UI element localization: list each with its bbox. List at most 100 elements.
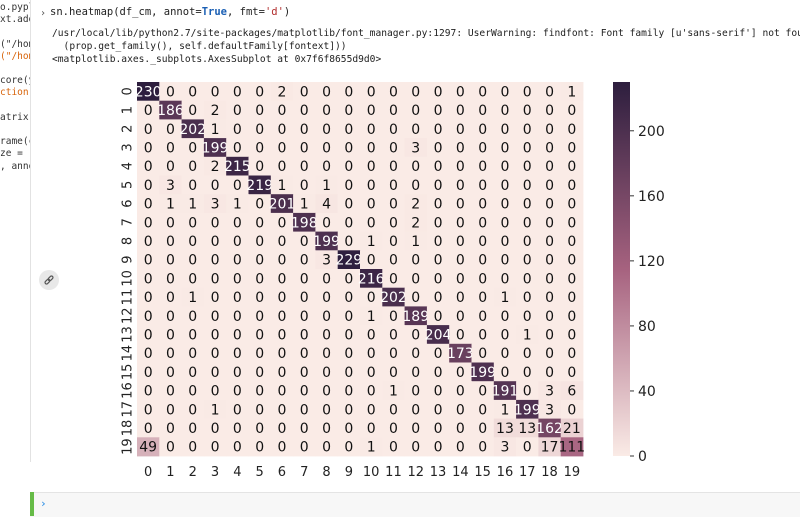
cell-annotation: 0 xyxy=(322,140,331,156)
heatmap-cell xyxy=(538,175,562,195)
cell-annotation: 0 xyxy=(523,159,532,175)
cell-annotation: 0 xyxy=(567,365,576,381)
heatmap-cell xyxy=(426,82,450,102)
cell-annotation: 0 xyxy=(456,253,465,269)
cell-annotation: 0 xyxy=(545,215,554,231)
cell-annotation: 0 xyxy=(211,271,220,287)
cell-annotation: 0 xyxy=(188,421,197,437)
heatmap-cell xyxy=(181,100,205,120)
cell-annotation: 199 xyxy=(313,234,340,250)
heatmap-cell xyxy=(404,306,428,326)
cell-annotation: 0 xyxy=(300,290,309,306)
cell-annotation: 0 xyxy=(166,309,175,325)
heatmap-cell xyxy=(449,287,472,307)
cell-annotation: 0 xyxy=(478,440,487,456)
heatmap-cell xyxy=(315,212,339,232)
heatmap-cell xyxy=(426,381,450,401)
cell-annotation: 0 xyxy=(523,178,532,194)
cell-annotation: 0 xyxy=(166,253,175,269)
cell-annotation: 0 xyxy=(211,215,220,231)
heatmap-cell xyxy=(493,381,517,401)
heatmap-cell xyxy=(471,156,495,176)
heatmap-cell xyxy=(560,381,584,401)
cell-annotation: 2 xyxy=(211,159,220,175)
cell-annotation: 0 xyxy=(344,234,353,250)
heatmap-cell xyxy=(337,381,361,401)
heatmap-cell xyxy=(449,437,472,457)
cell-annotation: 0 xyxy=(166,440,175,456)
cell-annotation: 0 xyxy=(255,440,264,456)
cell-annotation: 0 xyxy=(567,346,576,362)
heatmap-cell xyxy=(159,82,182,102)
cell-annotation: 0 xyxy=(389,271,398,287)
heatmap-cell xyxy=(226,306,249,326)
cell-annotation: 0 xyxy=(545,122,554,138)
heatmap-cell xyxy=(315,418,339,438)
heatmap-cell xyxy=(471,399,495,419)
cell-annotation: 0 xyxy=(166,365,175,381)
heatmap-cell xyxy=(560,418,584,438)
heatmap-cell xyxy=(293,194,316,214)
cell-annotation: 0 xyxy=(367,384,376,400)
heatmap-cell xyxy=(493,343,517,363)
cell-annotation: 0 xyxy=(344,215,353,231)
code-input[interactable]: sn.heatmap(df_cm, annot=True, fmt='d') xyxy=(50,6,290,18)
heatmap-cell xyxy=(449,250,472,270)
heatmap-cell xyxy=(270,175,294,195)
cell-annotation: 0 xyxy=(500,178,509,194)
cell-annotation: 0 xyxy=(456,309,465,325)
heatmap-cell xyxy=(426,306,450,326)
x-tick-label: 2 xyxy=(189,465,197,480)
heatmap-cell xyxy=(181,212,205,232)
heatmap-cell xyxy=(471,325,495,345)
left-code-line: xt.add xyxy=(0,14,31,26)
left-code-line: o.pypl xyxy=(0,2,31,13)
heatmap-cell xyxy=(203,82,227,102)
cell-annotation: 0 xyxy=(567,103,576,119)
heatmap-cell xyxy=(360,231,383,251)
heatmap-cell xyxy=(203,418,227,438)
heatmap-cell xyxy=(159,212,182,232)
heatmap-cell xyxy=(382,343,405,363)
heatmap-cell xyxy=(226,362,249,382)
cell-annotation: 0 xyxy=(567,159,576,175)
heatmap-cell xyxy=(293,362,316,382)
cell-annotation: 1 xyxy=(367,234,376,250)
heatmap-cell xyxy=(270,156,294,176)
heatmap-cell xyxy=(226,119,249,139)
heatmap-cell xyxy=(337,418,361,438)
heatmap-cell xyxy=(293,119,316,139)
heatmap-cell xyxy=(337,175,361,195)
heatmap-cell xyxy=(226,418,249,438)
x-tick-label: 10 xyxy=(363,465,380,480)
cell-annotation: 6 xyxy=(567,384,576,400)
heatmap-cell xyxy=(449,156,472,176)
heatmap-cell xyxy=(248,381,272,401)
cell-annotation: 0 xyxy=(434,197,443,213)
heatmap-cell xyxy=(516,362,539,382)
cell-annotation: 0 xyxy=(567,140,576,156)
heatmap-cell xyxy=(248,194,272,214)
next-cell[interactable] xyxy=(30,492,800,517)
cell-annotation: 0 xyxy=(478,253,487,269)
cell-annotation: 0 xyxy=(144,253,153,269)
cell-annotation: 0 xyxy=(188,103,197,119)
cell-annotation: 0 xyxy=(523,140,532,156)
heatmap-cell xyxy=(137,269,160,289)
cell-annotation: 0 xyxy=(300,178,309,194)
cell-annotation: 0 xyxy=(300,84,309,100)
heatmap-cell xyxy=(382,82,405,102)
cell-annotation: 0 xyxy=(478,122,487,138)
heatmap-cell xyxy=(270,138,294,158)
heatmap-cell xyxy=(382,175,405,195)
link-button[interactable] xyxy=(39,270,59,290)
heatmap-cell xyxy=(360,418,383,438)
cell-annotation: 0 xyxy=(344,140,353,156)
cell-annotation: 0 xyxy=(434,402,443,418)
cell-annotation: 0 xyxy=(456,384,465,400)
heatmap-cell xyxy=(315,138,339,158)
cell-annotation: 0 xyxy=(277,234,286,250)
heatmap-cell xyxy=(270,287,294,307)
cell-annotation: 199 xyxy=(202,140,229,156)
x-tick-label: 19 xyxy=(564,465,581,480)
